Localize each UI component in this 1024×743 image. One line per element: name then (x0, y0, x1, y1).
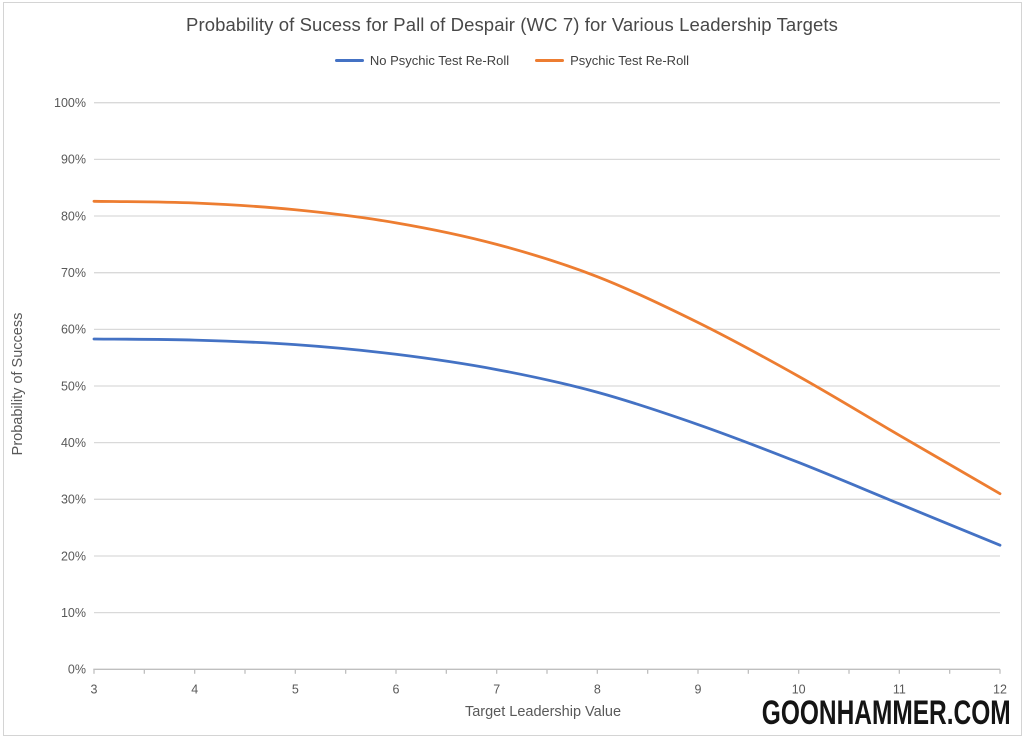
x-tick-label: 5 (292, 682, 299, 696)
x-tick-label: 6 (393, 682, 400, 696)
y-tick-label: 100% (54, 96, 86, 110)
x-tick-label: 4 (191, 682, 198, 696)
x-tick-label: 9 (695, 682, 702, 696)
chart-legend: No Psychic Test Re-Roll Psychic Test Re-… (0, 53, 1024, 68)
y-tick-label: 30% (61, 493, 86, 507)
y-tick-label: 60% (61, 323, 86, 337)
series-line-no-psychic-test-re-roll (92, 337, 1002, 547)
y-tick-label: 50% (61, 379, 86, 393)
x-tick-label: 7 (493, 682, 500, 696)
y-tick-label: 80% (61, 209, 86, 223)
x-tick-label: 8 (594, 682, 601, 696)
legend-label: No Psychic Test Re-Roll (369, 53, 510, 68)
y-tick-label: 70% (61, 266, 86, 280)
legend-line-swatch-blue (334, 58, 364, 63)
x-tick-label: 11 (893, 682, 906, 696)
legend-item-no-psychic-test-re-roll: No Psychic Test Re-Roll (334, 53, 510, 68)
legend-line-swatch-orange (535, 58, 565, 63)
x-tick-label: 12 (993, 682, 1007, 696)
x-axis-title: Target Leadership Value (464, 704, 622, 720)
series-line-psychic-test-re-roll (92, 199, 1002, 496)
x-tick-label: 3 (91, 682, 98, 696)
y-tick-label: 90% (61, 153, 86, 167)
legend-label: Psychic Test Re-Roll (570, 53, 690, 68)
y-tick-label: 40% (61, 436, 86, 450)
chart-title: Probability of Sucess for Pall of Despai… (186, 14, 838, 35)
goonhammer-watermark: GOONHAMMER.COM (762, 694, 1011, 732)
y-tick-label: 20% (61, 549, 86, 563)
y-tick-label: 10% (61, 606, 86, 620)
y-tick-label: 0% (68, 663, 86, 677)
legend-item-psychic-test-re-roll: Psychic Test Re-Roll (535, 53, 689, 68)
x-tick-label: 10 (792, 682, 806, 696)
